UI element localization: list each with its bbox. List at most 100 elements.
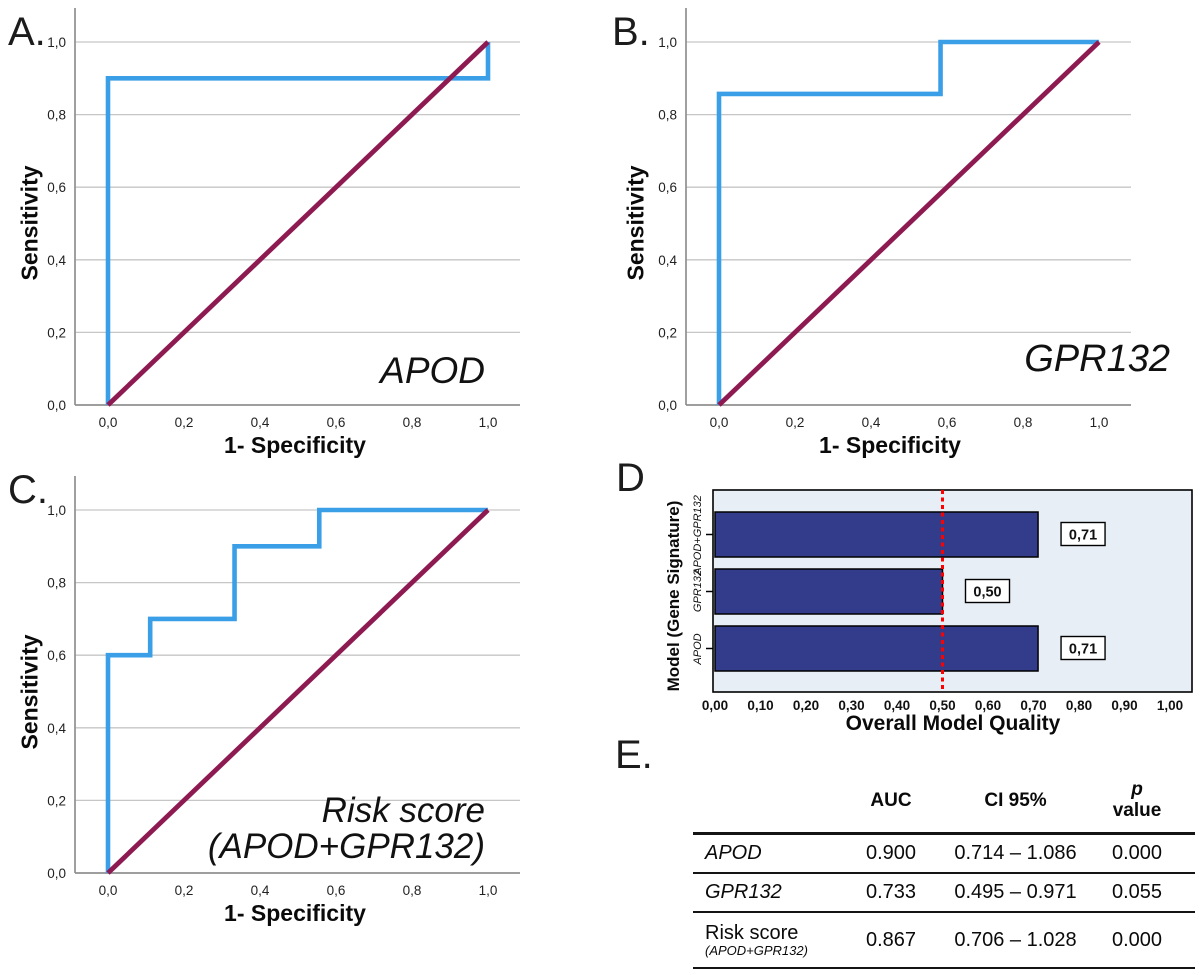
panel-a-roc-chart: 0,0 0,0 0,2 0,2 0,4 0,4 0,6 0,6 0,8 0,8 1,0 1,0 [47,8,520,430]
panel-c-x-axis-title: 1- Specificity [224,900,366,926]
x-tick-label: 0,6 [327,415,346,430]
apod-auc-value: 0.900 [830,835,952,874]
x-tick-label: 0,0 [99,415,118,430]
panel-b-annotation: GPR132 [1024,338,1170,380]
x-tick-label: 0,8 [403,415,422,430]
roc-curve [105,42,491,405]
risk-p-value: 0.000 [1079,913,1195,969]
panel-d-label: D [616,456,645,500]
x-tick-label: 0,50 [929,698,955,713]
y-tick-label: 0,0 [47,398,66,413]
panel-b-label: B. [612,10,650,54]
x-tick-label: 0,70 [1020,698,1046,713]
bar-APOD [714,625,1039,672]
panel-d-category-apod-gpr132: APOD+GPR132 [692,495,704,575]
risk-ci-value: 0.706 – 1.028 [952,913,1079,969]
panel-d-category-gpr132: GPR132 [692,569,704,613]
y-tick-label: 0,6 [47,180,66,195]
x-tick-label: 0,2 [175,415,194,430]
y-tick-label: 0,4 [47,253,66,268]
y-tick-label: 0,4 [658,253,677,268]
y-tick-label: 0,8 [47,576,66,591]
value-label: 0,71 [1069,642,1097,658]
x-tick-label: 0,40 [884,698,910,713]
x-tick-label: 1,00 [1157,698,1183,713]
row-label-apod: APOD [693,835,830,874]
roc-curve [105,507,488,873]
gpr132-ci-value: 0.495 – 0.971 [952,874,1079,913]
panel-d-bar-chart: 0,71 0,50 0,71 0,00 0,10 0,20 0,30 0,40 0,50 0,60… [702,489,1193,713]
row-label-gpr132: GPR132 [693,874,830,913]
bar-GPR132 [714,568,944,615]
table-header-p-line1: p [1131,779,1143,801]
value-label-box [964,578,1011,604]
x-tick-label: 0,2 [786,415,805,430]
y-tick-label: 0,2 [47,325,66,340]
value-label: 0,50 [973,585,1001,601]
panel-a-annotation: APOD [380,350,485,391]
row-label-risk-score: Risk score (APOD+GPR132) [693,913,830,969]
apod-p-value: 0.000 [1079,835,1195,874]
x-tick-label: 0,2 [175,883,194,898]
y-tick-label: 1,0 [47,35,66,50]
x-tick-label: 0,00 [702,698,728,713]
panel-a-x-axis-title: 1- Specificity [224,432,366,458]
table-header-auc: AUC [830,770,952,835]
x-tick-label: 0,0 [99,883,118,898]
table-header-empty [693,770,830,835]
reference-diagonal [106,40,490,407]
x-tick-label: 0,90 [1111,698,1137,713]
panel-d-category-apod: APOD [692,633,704,665]
table-header-pvalue: p value [1079,770,1195,835]
panel-c-annotation-line1: Risk score [321,791,485,830]
x-tick-label: 0,6 [327,883,346,898]
x-tick-label: 0,80 [1066,698,1092,713]
panel-c-annotation: Risk score (APOD+GPR132) [140,793,485,864]
y-tick-label: 1,0 [47,503,66,518]
bar-APOD+GPR132 [714,511,1039,558]
apod-ci-value: 0.714 – 1.086 [952,835,1079,874]
panel-b-roc-chart: 0,0 0,0 0,2 0,2 0,4 0,4 0,6 0,6 0,8 0,8 1,0 1,0 [658,8,1131,430]
y-tick-label: 0,0 [658,398,677,413]
y-tick-label: 0,8 [47,108,66,123]
x-tick-label: 0,30 [838,698,864,713]
x-tick-label: 0,4 [251,883,270,898]
y-tick-label: 1,0 [658,35,677,50]
panel-e-label: E. [615,733,653,777]
value-label: 0,71 [1069,528,1097,544]
auc-table: AUC CI 95% p value APOD 0.900 0.714 – 1.… [693,770,1195,969]
x-tick-label: 0,8 [403,883,422,898]
reference-diagonal [717,40,1101,407]
panel-c-label: C. [8,468,48,512]
panel-d-x-axis-title: Overall Model Quality [845,712,1061,735]
value-label-box [1060,635,1106,661]
risk-auc-value: 0.867 [830,913,952,969]
y-tick-label: 0,2 [47,793,66,808]
y-tick-label: 0,4 [47,721,66,736]
gpr132-p-value: 0.055 [1079,874,1195,913]
table-header-p-line2: value [1112,800,1162,821]
x-tick-label: 0,8 [1014,415,1033,430]
x-tick-label: 0,0 [710,415,729,430]
panel-d-y-axis-title: Model (Gene Signature) [664,500,683,692]
y-tick-label: 0,6 [47,648,66,663]
x-tick-label: 0,4 [251,415,270,430]
table-header-ci: CI 95% [952,770,1079,835]
risk-score-label-main: Risk score [705,921,799,944]
y-tick-label: 0,6 [658,180,677,195]
x-tick-label: 0,60 [975,698,1001,713]
x-tick-label: 0,10 [747,698,773,713]
value-label-box [1060,521,1106,547]
x-tick-label: 0,4 [862,415,881,430]
gpr132-auc-value: 0.733 [830,874,952,913]
risk-score-label-sub: (APOD+GPR132) [705,942,808,958]
reference-diagonal [106,508,490,875]
x-tick-label: 0,20 [793,698,819,713]
roc-curve [716,39,1099,405]
y-tick-label: 0,8 [658,108,677,123]
panel-c-annotation-line2: (APOD+GPR132) [207,826,485,866]
panel-c-roc-chart: 0,0 0,0 0,2 0,2 0,4 0,4 0,6 0,6 0,8 0,8 1,0 1,0 [47,476,520,898]
panel-b-x-axis-title: 1- Specificity [819,432,961,458]
x-tick-label: 1,0 [1090,415,1109,430]
